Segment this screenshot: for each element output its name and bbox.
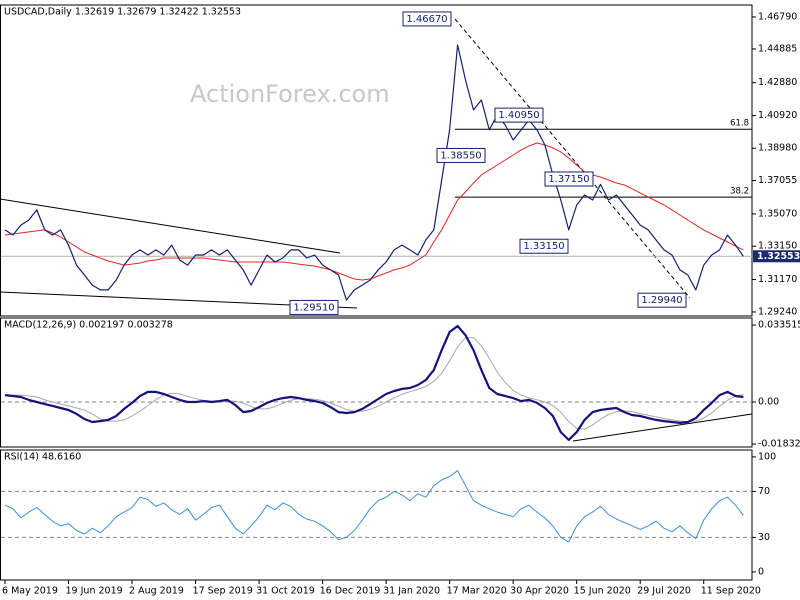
y-tick-label: 1.37055 bbox=[758, 175, 797, 186]
annotation-label: 1.33150 bbox=[523, 241, 564, 252]
annotation-label: 1.29940 bbox=[641, 295, 682, 306]
x-tick-label: 16 Dec 2019 bbox=[320, 586, 381, 597]
fib-label: 61.8 bbox=[730, 119, 749, 129]
panel-title: USDCAD,Daily 1.32619 1.32679 1.32422 1.3… bbox=[4, 7, 241, 18]
y-tick-label: 1.44885 bbox=[758, 43, 797, 54]
annotation-label: 1.46670 bbox=[406, 14, 447, 25]
fib-label: 38.2 bbox=[730, 187, 749, 197]
series-line bbox=[4, 470, 744, 543]
y-tick-label: 1.31170 bbox=[758, 274, 797, 285]
y-tick-label: 1.40920 bbox=[758, 110, 797, 121]
last-price-label: 1.32553 bbox=[757, 251, 800, 262]
annotation-label: 1.29510 bbox=[293, 302, 334, 313]
x-tick-label: 19 Jun 2019 bbox=[66, 586, 123, 597]
y-tick-label: 30 bbox=[758, 532, 770, 543]
x-tick-label: 17 Mar 2020 bbox=[447, 586, 507, 597]
panel-title: MACD(12,26,9) 0.002197 0.003278 bbox=[4, 320, 173, 331]
y-tick-label: 0 bbox=[758, 566, 764, 577]
watermark: ActionForex.com bbox=[190, 80, 390, 108]
series-line bbox=[4, 44, 744, 301]
y-tick-label: 1.29240 bbox=[758, 306, 797, 317]
y-tick-label: 0.033515 bbox=[758, 320, 800, 331]
trend-line bbox=[0, 198, 341, 254]
y-tick-label: -0.018324 bbox=[758, 439, 800, 450]
last-price-box bbox=[753, 250, 800, 263]
x-tick-label: 30 Apr 2020 bbox=[510, 586, 569, 597]
x-tick-label: 11 Sep 2020 bbox=[701, 586, 761, 597]
panel-frame bbox=[0, 317, 753, 448]
y-tick-label: 1.33150 bbox=[758, 241, 797, 252]
annotation-label: 1.37150 bbox=[548, 174, 589, 185]
price-annotation bbox=[402, 11, 452, 27]
x-tick-label: 6 May 2019 bbox=[2, 586, 58, 597]
x-tick-label: 31 Oct 2019 bbox=[256, 586, 315, 597]
y-tick-label: 100 bbox=[758, 451, 776, 462]
trend-line bbox=[454, 18, 691, 299]
price-annotation bbox=[544, 171, 594, 187]
price-annotation bbox=[289, 299, 339, 315]
series-line bbox=[4, 142, 744, 281]
annotation-label: 1.38550 bbox=[440, 150, 481, 161]
trend-line bbox=[572, 413, 753, 442]
x-tick-label: 31 Jan 2020 bbox=[383, 586, 440, 597]
x-tick-label: 2 Aug 2019 bbox=[129, 586, 184, 597]
price-annotation bbox=[494, 107, 544, 123]
panel-title: RSI(14) 48.6160 bbox=[4, 452, 81, 463]
price-annotation bbox=[637, 292, 687, 308]
panel-frame bbox=[0, 449, 753, 581]
price-annotation bbox=[519, 238, 569, 254]
price-annotation bbox=[436, 147, 486, 163]
x-tick-label: 15 Jun 2020 bbox=[574, 586, 631, 597]
y-tick-label: 1.38980 bbox=[758, 143, 797, 154]
y-tick-label: 1.46790 bbox=[758, 11, 797, 22]
x-tick-label: 29 Jul 2020 bbox=[637, 586, 691, 597]
x-tick-label: 17 Sep 2019 bbox=[193, 586, 253, 597]
y-tick-label: 1.42880 bbox=[758, 77, 797, 88]
y-tick-label: 1.35070 bbox=[758, 208, 797, 219]
series-line bbox=[4, 324, 744, 441]
panel-frame bbox=[0, 4, 753, 317]
annotation-label: 1.40950 bbox=[498, 110, 539, 121]
y-tick-label: 70 bbox=[758, 486, 770, 497]
y-tick-label: 0.00 bbox=[758, 397, 779, 408]
